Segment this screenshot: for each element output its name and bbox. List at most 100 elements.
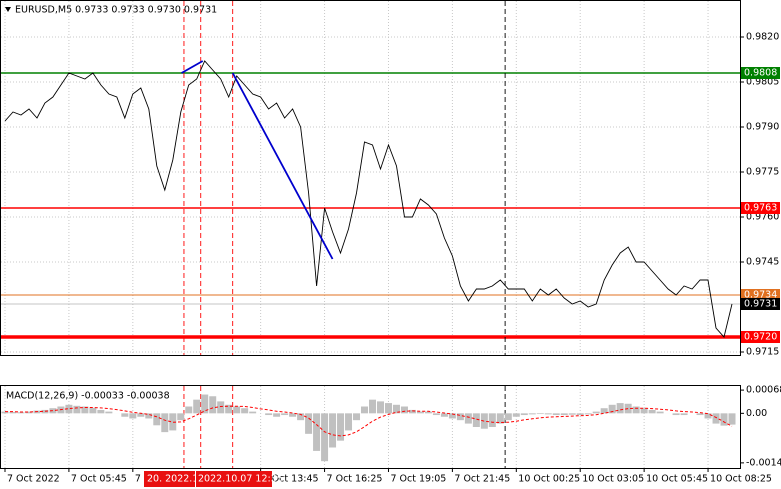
macd-bar <box>608 404 616 414</box>
x-tick-label: 7 Oct 2022 <box>7 474 60 485</box>
macd-bar <box>472 413 480 427</box>
macd-bar <box>400 406 408 414</box>
macd-bar <box>177 413 185 421</box>
macd-bar <box>424 411 432 414</box>
macd-bar <box>544 413 552 415</box>
macd-bar <box>600 408 608 414</box>
macd-bar <box>368 399 376 414</box>
macd-title: MACD(12,26,9) -0.00033 -0.00038 <box>6 391 170 402</box>
macd-bar <box>281 413 289 416</box>
menu-icon <box>5 7 11 12</box>
y-tick-label: 0.00 <box>746 408 767 419</box>
macd-bar <box>161 413 169 433</box>
macd-bar <box>73 405 81 414</box>
x-tick-label: 7 Oct 05:45 <box>71 474 127 485</box>
macd-bar <box>376 401 384 414</box>
macd-bar <box>193 399 201 414</box>
cursor-label: 2022.10.07 12:35 <box>198 474 283 485</box>
macd-bar <box>225 404 233 414</box>
level-label: 0.9734 <box>744 290 777 301</box>
y-tick-label: 0.9715 <box>746 347 779 358</box>
cursor-label-box <box>144 471 195 487</box>
x-tick-label: 7 Oct 13:45 <box>263 474 319 485</box>
macd-bar <box>480 413 488 429</box>
macd-bar <box>321 413 329 462</box>
x-tick-label: 10 Oct 08:25 <box>710 474 772 485</box>
macd-bar <box>448 413 456 419</box>
macd-bar <box>105 411 113 414</box>
level-label: 0.9808 <box>744 68 777 79</box>
macd-bar <box>584 413 592 415</box>
macd-bar <box>512 413 520 417</box>
macd-bar <box>81 406 89 414</box>
macd-bar <box>696 413 704 416</box>
macd-bar <box>648 409 656 414</box>
x-tick-label: 7 Oct 21:45 <box>454 474 510 485</box>
macd-bar <box>560 413 568 416</box>
macd-bar <box>185 406 193 414</box>
x-tick-label: 10 Oct 03:05 <box>582 474 644 485</box>
main-panel <box>0 0 741 356</box>
level-label-box <box>741 202 780 214</box>
macd-bar <box>392 404 400 414</box>
macd-bar <box>464 413 472 424</box>
y-tick-label: 0.9790 <box>746 122 779 133</box>
trendline <box>231 72 334 260</box>
price-line <box>4 60 733 338</box>
macd-bar <box>145 413 153 419</box>
macd-bar <box>337 413 345 441</box>
macd-bar <box>408 409 416 414</box>
y-tick-label: 0.9775 <box>746 167 779 178</box>
macd-bar <box>496 413 504 424</box>
macd-bar <box>592 411 600 414</box>
y-tick-label: 0.00068 <box>746 385 781 396</box>
macd-bar <box>720 413 728 426</box>
y-tick-label: 0.9745 <box>746 257 779 268</box>
macd-bar <box>361 406 369 414</box>
macd-bar <box>121 413 129 417</box>
y-tick-label: 0.9760 <box>746 212 779 223</box>
macd-bar <box>456 413 464 421</box>
macd-bar <box>305 413 313 434</box>
chart-title: EURUSD,M5 0.9733 0.9733 0.9730 0.9731 <box>15 5 217 16</box>
macd-bar <box>504 413 512 421</box>
macd-bar <box>353 413 361 421</box>
macd-bar <box>432 413 440 416</box>
macd-bar <box>241 408 249 414</box>
macd-bar <box>536 413 544 415</box>
macd-bar <box>25 411 33 414</box>
cursor-label: 20. 2022.1 <box>147 474 198 485</box>
macd-bar <box>41 409 49 414</box>
macd-bar <box>672 413 680 416</box>
y-tick-label: 0.9820 <box>746 32 779 43</box>
macd-bar <box>656 411 664 414</box>
y-tick-label: -0.00145 <box>746 457 781 468</box>
macd-bar <box>440 413 448 417</box>
macd-bar <box>201 394 209 414</box>
macd-bar <box>249 411 257 414</box>
macd-bar <box>712 413 720 424</box>
macd-bar <box>329 413 337 448</box>
x-tick-label: 7 Oct 19:05 <box>390 474 446 485</box>
macd-bar <box>209 396 217 414</box>
macd-bar <box>273 413 281 417</box>
macd-bar <box>680 413 688 416</box>
trendline <box>181 60 204 74</box>
x-tick-label: 7 Oct 16:25 <box>327 474 383 485</box>
macd-bar <box>137 413 145 417</box>
macd-bar <box>9 411 17 414</box>
macd-bar <box>528 413 536 415</box>
macd-bar <box>576 413 584 416</box>
macd-bar <box>233 406 241 414</box>
macd-bar <box>384 403 392 414</box>
macd-bar <box>568 413 576 415</box>
last-price-label: 0.9731 <box>744 299 777 310</box>
macd-bar <box>728 413 736 425</box>
level-label-box <box>741 331 780 343</box>
macd-bar <box>624 403 632 414</box>
macd-bar <box>552 413 560 416</box>
macd-bar <box>313 413 321 451</box>
macd-bar <box>632 406 640 414</box>
